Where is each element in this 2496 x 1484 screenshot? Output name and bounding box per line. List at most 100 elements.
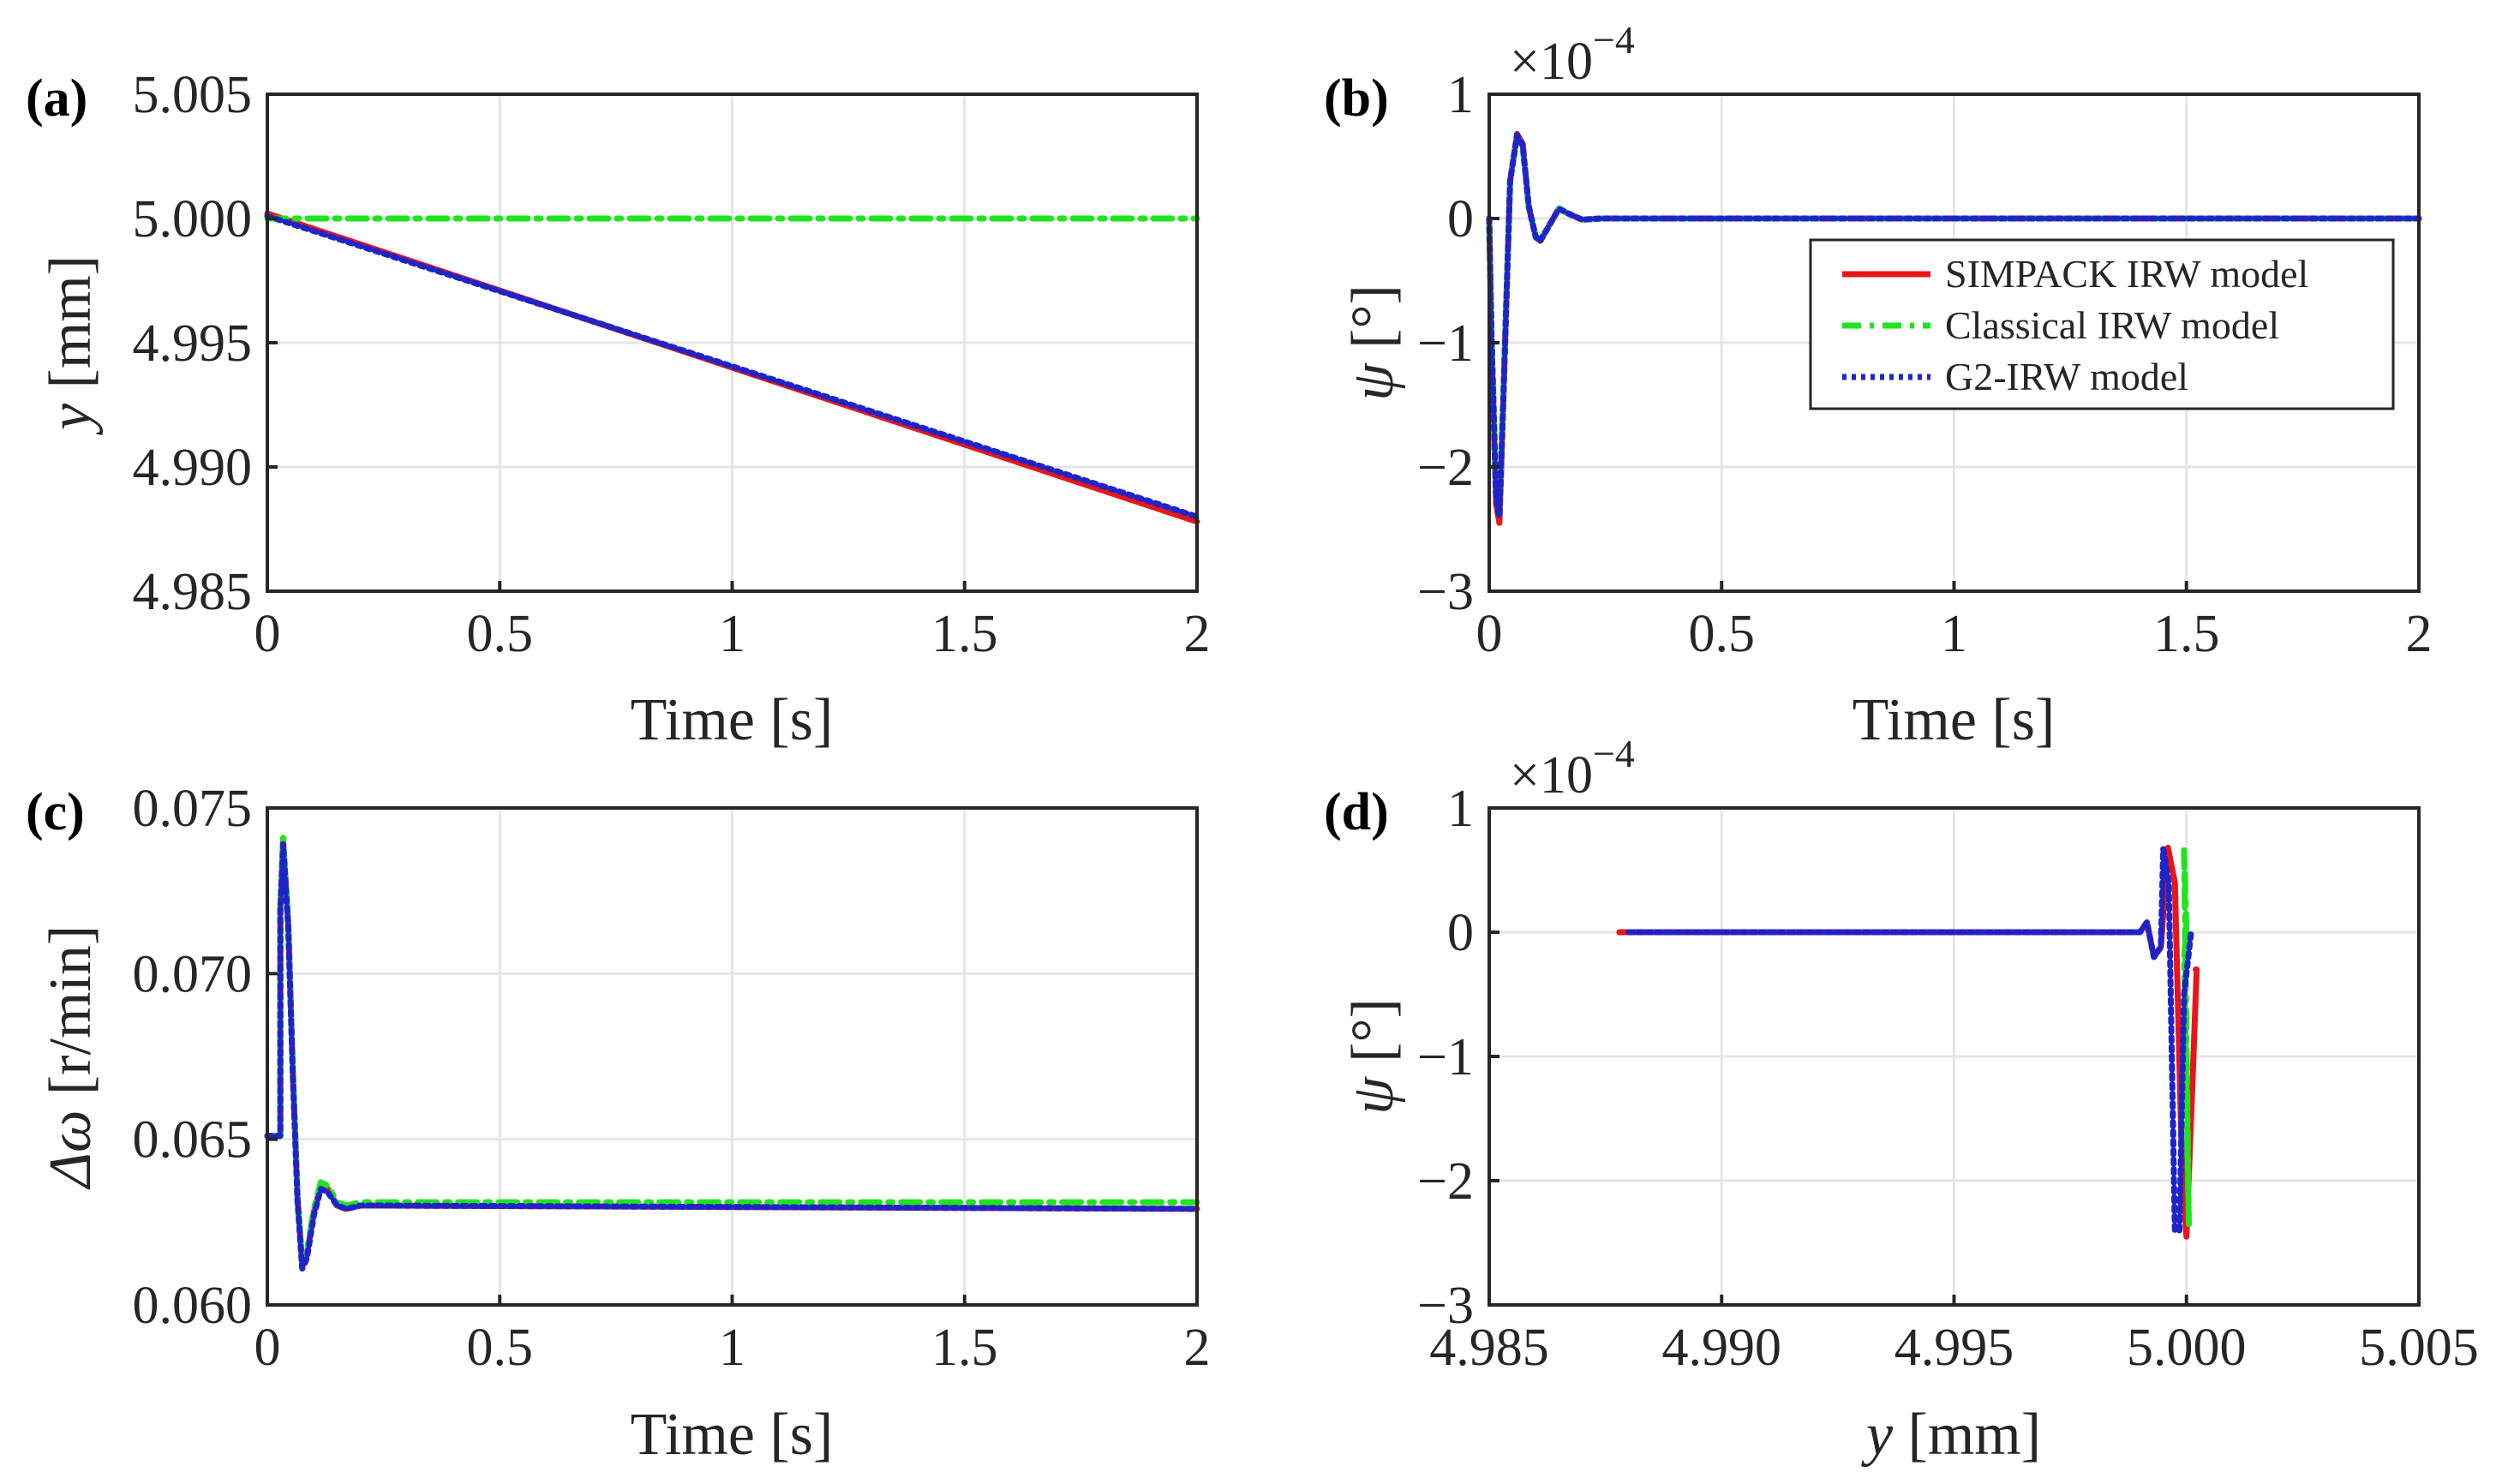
panel-a-xtick-label: 1.5: [931, 605, 998, 663]
panel-d-xtick-label: 4.990: [1662, 1319, 1782, 1377]
panel-a-ylabel-unit: [mm]: [38, 255, 104, 404]
panel-a-xticks: 0 0.5 1 1.5 2: [254, 581, 1211, 663]
panel-b-xtick-label: 1.5: [2153, 605, 2220, 663]
panel-b-xtick-label: 0: [1476, 605, 1503, 663]
panel-c-xlabel: Time [s]: [631, 1402, 834, 1468]
panel-d-xtick-label: 4.995: [1894, 1319, 2014, 1377]
panel-b-exponent: ×10−4: [1510, 18, 1635, 91]
panel-b-yticks: −3 −2 −1 0 1: [1417, 66, 1499, 621]
panel-b-ytick-label: 0: [1447, 190, 1474, 248]
panel-a-yticks: 4.985 4.990 4.995 5.000 5.005: [133, 66, 278, 621]
panel-a-ytick-label: 4.995: [133, 314, 253, 373]
panel-c-ytick-label: 0.075: [133, 780, 253, 838]
panel-b-label: (b): [1324, 69, 1389, 128]
panel-d-series-0: [1616, 844, 2200, 1240]
panel-a-label: (a): [26, 69, 87, 128]
panel-a-ylabel: y [mm]: [38, 255, 104, 435]
panel-b-xtick-label: 0.5: [1689, 605, 1756, 663]
panel-c-ytick-label: 0.065: [133, 1111, 253, 1170]
panel-d-xtick-label: 5.005: [2359, 1319, 2479, 1377]
panel-b-ytick-label: 1: [1447, 66, 1474, 124]
panel-a-ytick-label: 5.000: [133, 190, 253, 248]
panel-d-xlabel-var: y: [1861, 1402, 1894, 1468]
panel-c-ylabel: Δω [r/min]: [38, 925, 104, 1190]
legend-item-simpack: SIMPACK IRW model: [1842, 252, 2308, 296]
panel-a-xtick-label: 0: [254, 605, 281, 663]
legend-box: [1809, 238, 2395, 410]
panel-a-xlabel: Time [s]: [631, 687, 834, 753]
panel-d-xtick-label: 5.000: [2127, 1319, 2247, 1377]
panel-a-series-2: [264, 212, 1200, 520]
panel-d-ylabel-unit: [°]: [1340, 998, 1406, 1077]
legend-item-g2: G2-IRW model: [1842, 355, 2188, 398]
legend-label-classical: Classical IRW model: [1945, 303, 2279, 347]
panel-d-series-2: [1625, 846, 2194, 1234]
panel-d-ytick-label: −3: [1417, 1277, 1474, 1335]
panel-c-ytick-label: 0.060: [133, 1277, 253, 1335]
panel-d-xtick-label: 4.985: [1429, 1319, 1549, 1377]
panel-c-xtick-label: 0.5: [467, 1319, 534, 1377]
panel-b-xlabel: Time [s]: [1853, 687, 2056, 753]
panel-b-ylabel: ψ [°]: [1340, 284, 1406, 401]
panel-d-ytick-label: −1: [1417, 1028, 1474, 1086]
panel-c-series-2: [264, 841, 1200, 1272]
panel-b: (b) 0 0.5 1 1.5 2 −3 −2 −1 0 1 ×10−4 Time [s] ψ …: [1324, 18, 2433, 753]
panel-c-ylabel-var: Δω: [38, 1110, 104, 1191]
panel-c-ylabel-unit: [r/min]: [38, 925, 104, 1110]
panel-a-xtick-label: 2: [1184, 605, 1211, 663]
panel-b-ytick-label: −3: [1417, 563, 1474, 621]
panel-c-xtick-label: 2: [1184, 1319, 1211, 1377]
panel-a-grid: [266, 93, 1199, 593]
panel-b-ytick-label: −1: [1417, 314, 1474, 373]
panel-a-xtick-label: 0.5: [467, 605, 534, 663]
panel-c-xtick-label: 1.5: [931, 1319, 998, 1377]
panel-d-exponent: ×10−4: [1510, 732, 1635, 805]
panel-a-series: [264, 210, 1200, 525]
legend-item-classical: Classical IRW model: [1842, 303, 2279, 347]
legend: SIMPACK IRW model Classical IRW model G2…: [1809, 238, 2395, 410]
panel-a-ytick-label: 4.985: [133, 563, 253, 621]
panel-d-ytick-label: −2: [1417, 1152, 1474, 1211]
panel-d-grid: [1487, 806, 2421, 1307]
panel-d-exponent-base: ×10: [1510, 746, 1593, 805]
panel-d-ytick-label: 0: [1447, 904, 1474, 962]
panel-d-yticks: −3 −2 −1 0 1: [1417, 780, 1499, 1335]
panel-d-series-1: [2181, 847, 2192, 1228]
panel-c-xtick-label: 1: [719, 1319, 745, 1377]
panel-d-xlabel: y [mm]: [1861, 1402, 2041, 1468]
panel-b-series-2: [1486, 132, 2422, 520]
legend-label-g2: G2-IRW model: [1945, 355, 2188, 398]
panel-b-xtick-label: 1: [1941, 605, 1967, 663]
panel-a-ytick-label: 4.990: [133, 439, 253, 497]
panel-d-ylabel-var: ψ: [1340, 1076, 1406, 1115]
panel-c: (c) 0 0.5 1 1.5 2 0.060 0.065 0.070 0.075 Time …: [26, 780, 1211, 1468]
panel-b-exponent-base: ×10: [1510, 33, 1593, 91]
panel-d-exponent-power: −4: [1593, 732, 1635, 775]
panel-d-xticks: 4.985 4.990 4.995 5.000 5.005: [1429, 1295, 2479, 1377]
panel-c-yticks: 0.060 0.065 0.070 0.075: [133, 780, 278, 1335]
panel-d-xlabel-unit: [mm]: [1893, 1402, 2041, 1468]
panel-a-ytick-label: 5.005: [133, 66, 253, 124]
panel-a-ylabel-var: y: [38, 403, 104, 435]
panel-b-ytick-label: −2: [1417, 439, 1474, 497]
panel-d-series: [1616, 844, 2200, 1240]
panel-a-xtick-label: 1: [719, 605, 745, 663]
panel-c-xtick-label: 0: [254, 1319, 281, 1377]
panel-d-ytick-label: 1: [1447, 780, 1474, 838]
panel-b-xtick-label: 2: [2406, 605, 2433, 663]
panel-b-series: [1486, 130, 2422, 526]
panel-c-grid: [266, 806, 1199, 1307]
panel-c-ytick-label: 0.070: [133, 945, 253, 1003]
panel-b-xticks: 0 0.5 1 1.5 2: [1476, 581, 2433, 663]
panel-c-series: [264, 835, 1200, 1272]
panel-b-ylabel-var: ψ: [1340, 362, 1406, 401]
panel-d-ylabel: ψ [°]: [1340, 998, 1406, 1115]
panel-c-label: (c): [26, 783, 85, 841]
panel-a: (a) 0 0.5 1 1.5 2 4.9854.9904.9955.0005.005 …: [26, 66, 1211, 753]
panel-c-xticks: 0 0.5 1 1.5 2: [254, 1295, 1211, 1377]
legend-label-simpack: SIMPACK IRW model: [1945, 252, 2308, 296]
panel-d: (d) 4.985 4.990 4.995 5.000 5.005 −3 −2 −1 0 1 ×…: [1324, 732, 2479, 1468]
panel-b-exponent-power: −4: [1593, 18, 1635, 62]
panel-d-label: (d): [1324, 783, 1389, 841]
